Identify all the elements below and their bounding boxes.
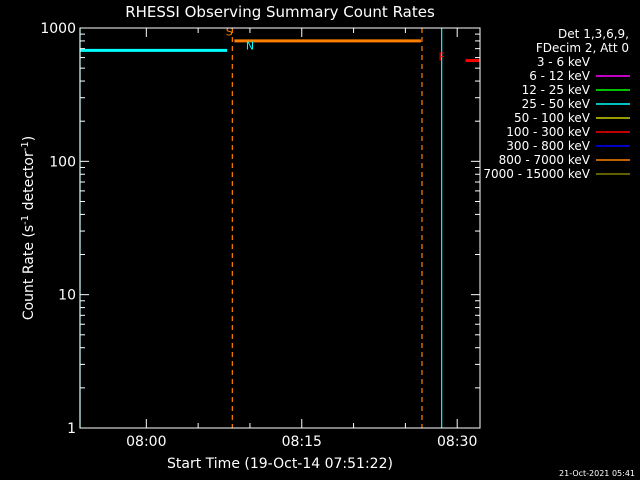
y-axis-label: Count Rate (s-1 detector-1) xyxy=(20,136,37,320)
legend-label: 3 - 6 keV xyxy=(537,55,591,69)
y-tick-label: 1000 xyxy=(40,21,76,37)
axes: 1 10 100 1000 08:00 08:15 08:30 xyxy=(40,21,481,450)
legend-label: 6 - 12 keV xyxy=(529,69,591,83)
legend-label: 100 - 300 keV xyxy=(506,125,590,139)
y-tick-label: 100 xyxy=(49,154,76,170)
plot-area: SN F xyxy=(79,25,480,428)
legend-header: FDecim 2, Att 0 xyxy=(536,41,629,55)
x-tick-label: 08:30 xyxy=(437,434,477,450)
legend-label: 800 - 7000 keV xyxy=(499,153,591,167)
plot-frame xyxy=(79,27,481,429)
legend-label: 12 - 25 keV xyxy=(522,83,591,97)
annotation-f: F xyxy=(438,51,444,64)
annotation-s: S xyxy=(226,25,233,38)
x-axis-label: Start Time (19-Oct-14 07:51:22) xyxy=(167,456,393,472)
y-tick-label: 10 xyxy=(58,288,76,304)
chart-title: RHESSI Observing Summary Count Rates xyxy=(125,3,435,21)
legend-label: 7000 - 15000 keV xyxy=(483,167,590,181)
y-tick-label: 1 xyxy=(67,421,76,437)
x-tick-label: 08:00 xyxy=(126,434,166,450)
legend-header: Det 1,3,6,9, xyxy=(558,27,629,41)
annotation-n: N xyxy=(246,39,254,52)
legend-label: 300 - 800 keV xyxy=(506,139,590,153)
legend-label: 50 - 100 keV xyxy=(514,111,591,125)
x-tick-label: 08:15 xyxy=(282,434,322,450)
footer-date: 21-Oct-2021 05:41 xyxy=(559,469,635,478)
legend-label: 25 - 50 keV xyxy=(522,97,591,111)
